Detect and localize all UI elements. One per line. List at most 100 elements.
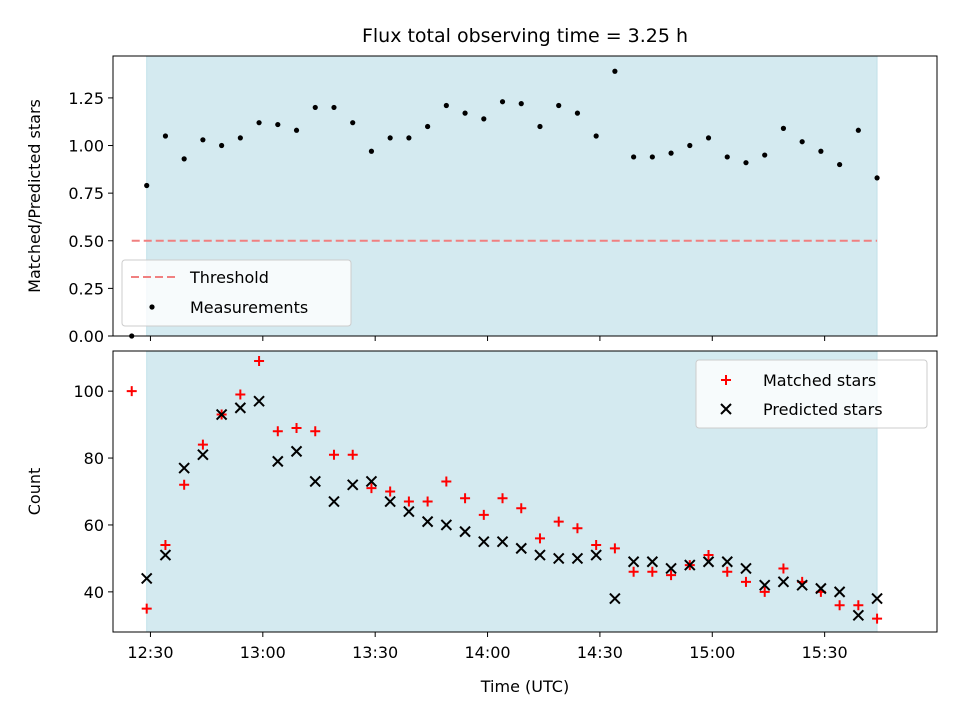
predicted-star-point: [328, 495, 340, 508]
measurement-point: [162, 133, 169, 139]
predicted-star-point: [571, 552, 584, 565]
x-tick-label: 13:00: [240, 643, 286, 662]
measurement-point: [331, 104, 337, 111]
measurement-point: [499, 99, 506, 105]
measurement-point: [556, 102, 562, 109]
matched-star-point: [197, 439, 208, 450]
predicted-star-point: [665, 562, 677, 575]
predicted-star-point: [178, 462, 190, 474]
matched-star-point: [272, 426, 283, 437]
plot-frame: [112, 55, 938, 337]
chart-title: Flux total observing time = 3.25 h: [362, 25, 688, 47]
y-axis-label: Count: [25, 468, 44, 516]
predicted-star-point: [309, 475, 321, 488]
matched-star-point: [666, 570, 677, 581]
measurement-point: [724, 154, 730, 160]
matched-star-point: [160, 540, 171, 551]
y-tick-label: 0.00: [68, 327, 104, 346]
matched-star-point: [235, 389, 246, 400]
predicted-star-point: [740, 562, 752, 575]
predicted-star-point: [253, 395, 265, 407]
matched-star-point: [834, 600, 845, 611]
measurement-point: [593, 133, 599, 139]
matched-star-point: [740, 576, 751, 587]
legend-measurement-swatch: [149, 304, 155, 310]
y-axis-label: Matched/Predicted stars: [25, 99, 44, 293]
measurement-point: [219, 142, 225, 149]
predicted-star-point: [496, 535, 509, 548]
y-tick-label: 100: [73, 382, 104, 401]
matched-star-point: [310, 426, 321, 437]
measurement-point: [406, 135, 412, 141]
matched-star-point: [179, 479, 190, 490]
predicted-star-point: [347, 479, 359, 491]
matched-star-point: [441, 476, 452, 487]
measurement-point: [275, 121, 281, 128]
matched-star-point: [647, 566, 658, 577]
matched-star-point: [759, 586, 770, 597]
measurement-point: [256, 120, 262, 126]
x-axis-label: Time (UTC): [480, 677, 569, 696]
measurement-point: [649, 154, 655, 160]
measurement-point: [705, 135, 712, 141]
measurement-point: [312, 104, 318, 111]
predicted-star-point: [384, 495, 396, 508]
predicted-star-point: [272, 455, 284, 468]
x-tick-label: 12:30: [127, 643, 173, 662]
y-tick-label: 1.00: [68, 137, 104, 156]
measurement-point: [612, 68, 618, 74]
ratio-panel: 0.00 0.25 0.50 0.75 1.00 1.25 Matched/Predicte…: [25, 55, 938, 346]
measurement-point: [425, 123, 431, 130]
measurement-point: [799, 139, 805, 145]
legend-predicted-swatch: [720, 403, 732, 415]
measurement-point: [780, 125, 787, 131]
legend-matched-swatch: [721, 375, 731, 385]
matched-star-point: [460, 493, 471, 504]
x-tick-label: 15:30: [802, 643, 848, 662]
measurement-point: [762, 152, 768, 158]
predicted-star-point: [290, 445, 303, 458]
matched-star-point: [853, 600, 864, 611]
y-tick-label: 80: [84, 449, 104, 468]
measurement-point: [668, 150, 674, 156]
measurement-point: [481, 116, 487, 122]
legend: Matched stars Predicted stars: [695, 359, 928, 429]
y-tick-label: 1.25: [68, 89, 104, 108]
predicted-star-point: [609, 592, 621, 605]
matched-star-point: [328, 449, 339, 460]
measurement-point: [237, 135, 243, 141]
predicted-star-point: [215, 408, 228, 421]
measurement-point: [181, 156, 187, 162]
matched-star-point: [872, 613, 883, 624]
matched-star-point: [254, 356, 265, 367]
matched-star-point: [403, 496, 414, 507]
matched-star-point: [291, 422, 302, 433]
predicted-star-point: [815, 582, 827, 595]
matched-star-point: [497, 493, 508, 504]
predicted-star-point: [852, 609, 865, 621]
measurement-point: [743, 160, 749, 166]
measurement-point: [631, 154, 637, 160]
matched-star-point: [722, 566, 733, 577]
matched-star-point: [141, 603, 152, 614]
plot-frame: [112, 350, 938, 633]
predicted-star-point: [403, 505, 415, 518]
x-tick-label: 15:00: [689, 643, 735, 662]
measurement-point: [874, 175, 880, 181]
legend-box: [695, 359, 928, 429]
matched-star-point: [516, 503, 527, 514]
matched-star-point: [703, 550, 714, 561]
measurement-point: [818, 148, 824, 154]
matched-star-point: [572, 523, 583, 534]
matched-star-point: [126, 386, 137, 397]
predicted-star-point: [721, 556, 733, 568]
matched-star-point: [628, 566, 639, 577]
predicted-star-point: [777, 576, 790, 588]
matched-star-point: [534, 533, 545, 544]
y-tick-label: 0.50: [68, 232, 104, 251]
predicted-star-point: [702, 556, 715, 568]
measurement-point: [518, 101, 524, 107]
measurement-point: [687, 142, 693, 149]
predicted-star-point: [646, 556, 659, 568]
